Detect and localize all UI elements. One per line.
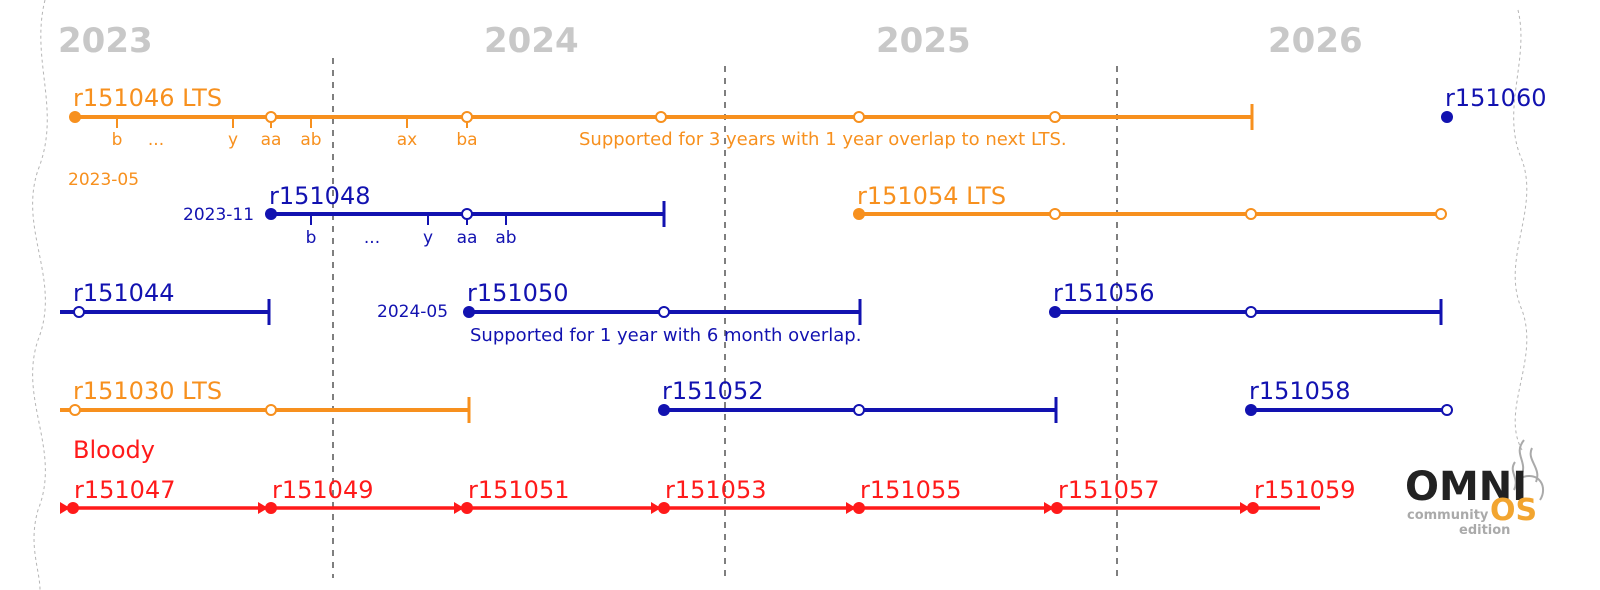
logo-edition-text: edition bbox=[1459, 523, 1510, 538]
release-start-dot bbox=[1441, 111, 1453, 123]
release-name: r151046 LTS bbox=[73, 84, 222, 112]
year-label: 2026 bbox=[1268, 21, 1363, 61]
year-label: 2024 bbox=[484, 21, 579, 61]
release-r151054: r151054 LTS bbox=[853, 182, 1540, 220]
update-point bbox=[461, 111, 473, 123]
update-point bbox=[1049, 208, 1061, 220]
bloody-release-dot bbox=[67, 502, 79, 514]
tick-label: aa bbox=[261, 130, 282, 150]
release-r151050: r151050 2024-05 Supported for 1 year wit… bbox=[377, 279, 862, 346]
tick-label: y bbox=[228, 130, 238, 150]
bloody-release-dot bbox=[265, 502, 277, 514]
bloody-release-dot bbox=[1247, 502, 1259, 514]
release-r151060: r151060 bbox=[1441, 84, 1546, 123]
tick-label: ab bbox=[495, 228, 516, 248]
release-name: r151048 bbox=[269, 182, 370, 210]
year-label: 2025 bbox=[876, 21, 971, 61]
update-point bbox=[69, 404, 81, 416]
update-point bbox=[1435, 208, 1447, 220]
bloody-release-name: r151049 bbox=[272, 476, 373, 504]
logo-community-text: community bbox=[1407, 508, 1489, 523]
bloody-release-name: r151053 bbox=[665, 476, 766, 504]
tick-label: ... bbox=[364, 228, 380, 248]
bloody-arrow-icon bbox=[258, 502, 268, 514]
bloody-release-dot bbox=[1051, 502, 1063, 514]
update-point bbox=[1245, 208, 1257, 220]
tick-label: ax bbox=[397, 130, 417, 150]
update-point bbox=[853, 111, 865, 123]
update-point bbox=[1049, 111, 1061, 123]
bloody-track: r151047 r151049 r151051 r151053 r151055 r1510… bbox=[8, 476, 1380, 514]
tick-label: y bbox=[423, 228, 433, 248]
release-date: 2023-11 bbox=[183, 205, 254, 225]
bloody-release-name: r151047 bbox=[74, 476, 175, 504]
release-r151058: r151058 bbox=[1245, 377, 1520, 416]
update-point bbox=[265, 404, 277, 416]
tick-label: ba bbox=[456, 130, 477, 150]
release-name: r151052 bbox=[662, 377, 763, 405]
support-note: Supported for 1 year with 6 month overla… bbox=[470, 325, 861, 346]
tick-label: ... bbox=[148, 130, 164, 150]
bloody-arrow-icon bbox=[1044, 502, 1054, 514]
bloody-label: Bloody bbox=[73, 436, 155, 464]
bloody-release-name: r151057 bbox=[1058, 476, 1159, 504]
update-point bbox=[658, 306, 670, 318]
bloody-release-name: r151055 bbox=[860, 476, 961, 504]
left-cut-edge bbox=[32, 0, 48, 590]
release-name: r151058 bbox=[1249, 377, 1350, 405]
release-name: r151060 bbox=[1445, 84, 1546, 112]
release-name: r151030 LTS bbox=[73, 377, 222, 405]
update-point bbox=[853, 404, 865, 416]
bloody-release-name: r151051 bbox=[468, 476, 569, 504]
flame-icon bbox=[1511, 439, 1545, 501]
release-r151030: r151030 LTS bbox=[10, 377, 471, 423]
release-name: r151054 LTS bbox=[857, 182, 1006, 210]
update-point bbox=[1441, 404, 1453, 416]
bloody-arrow-icon bbox=[651, 502, 661, 514]
bloody-arrow-icon bbox=[60, 502, 70, 514]
year-label: 2023 bbox=[58, 21, 153, 61]
update-point bbox=[265, 111, 277, 123]
update-point bbox=[1245, 306, 1257, 318]
update-point bbox=[655, 111, 667, 123]
omnios-logo: OMNI OS community edition bbox=[1405, 439, 1545, 538]
release-r151044: r151044 bbox=[10, 279, 271, 325]
logo-omni-text: OMNI bbox=[1405, 464, 1527, 510]
bloody-release-dot bbox=[461, 502, 473, 514]
right-cut-edge bbox=[1513, 9, 1528, 451]
bloody-arrow-icon bbox=[846, 502, 856, 514]
release-start-dot bbox=[265, 208, 277, 220]
release-date: 2023-05 bbox=[68, 170, 139, 190]
bloody-arrow-icon bbox=[454, 502, 464, 514]
release-r151056: r151056 bbox=[1049, 279, 1443, 325]
release-start-dot bbox=[658, 404, 670, 416]
support-note: Supported for 3 years with 1 year overla… bbox=[579, 129, 1067, 150]
release-name: r151050 bbox=[467, 279, 568, 307]
release-start-dot bbox=[463, 306, 475, 318]
release-start-dot bbox=[1049, 306, 1061, 318]
release-start-dot bbox=[1245, 404, 1257, 416]
release-start-dot bbox=[69, 111, 81, 123]
tick-label: ab bbox=[300, 130, 321, 150]
release-name: r151044 bbox=[73, 279, 174, 307]
update-point bbox=[73, 306, 85, 318]
tick-label: b bbox=[306, 228, 317, 248]
update-point bbox=[461, 208, 473, 220]
release-start-dot bbox=[853, 208, 865, 220]
bloody-release-marks: r151047 r151049 r151051 r151053 r151055 r1510… bbox=[60, 476, 1355, 514]
logo-os-text: OS bbox=[1490, 493, 1537, 528]
release-r151052: r151052 bbox=[658, 377, 1058, 423]
release-r151048: r151048 2023-11 b ... y aa ab bbox=[183, 182, 666, 248]
release-name: r151056 bbox=[1053, 279, 1154, 307]
tick-label: aa bbox=[457, 228, 478, 248]
bloody-release-name: r151059 bbox=[1254, 476, 1355, 504]
release-date: 2024-05 bbox=[377, 302, 448, 322]
bloody-arrow-icon bbox=[1240, 502, 1250, 514]
release-r151046: r151046 LTS b ... y aa ab ax ba Supporte… bbox=[68, 84, 1254, 190]
bloody-release-dot bbox=[658, 502, 670, 514]
bloody-release-dot bbox=[853, 502, 865, 514]
tick-label: b bbox=[112, 130, 123, 150]
